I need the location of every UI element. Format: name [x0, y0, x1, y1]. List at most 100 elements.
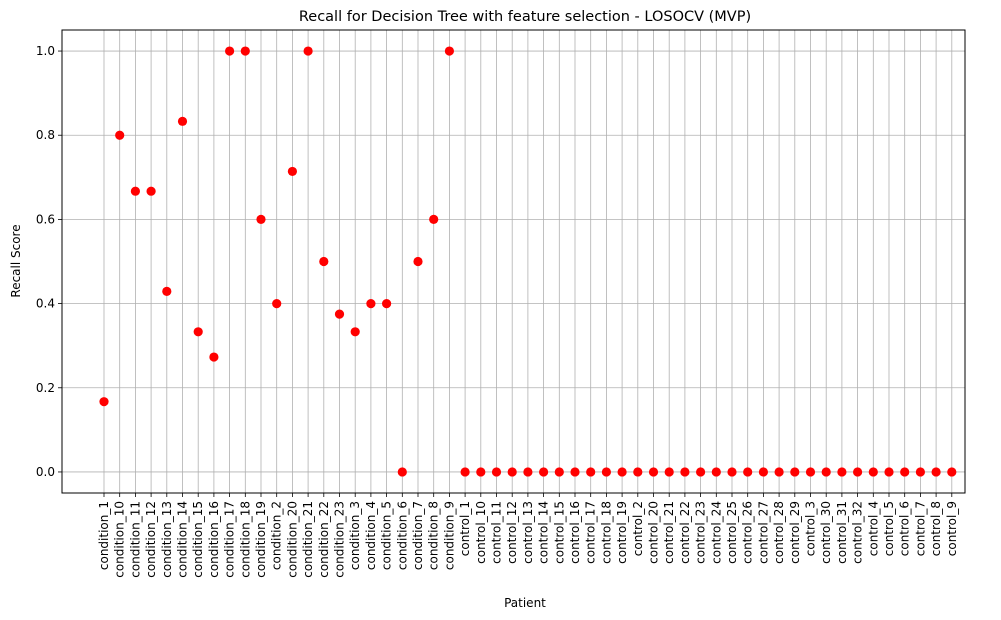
data-point-control_14 — [539, 467, 549, 477]
x-tick-label: condition_18 — [238, 501, 252, 578]
data-point-control_17 — [586, 467, 596, 477]
x-tick-label: control_11 — [490, 501, 504, 564]
x-tick-label: control_20 — [647, 501, 661, 564]
y-tick-label: 0.4 — [36, 297, 55, 311]
x-tick-label: control_16 — [568, 501, 582, 564]
x-tick-label: condition_10 — [113, 501, 127, 578]
data-point-control_29 — [790, 467, 800, 477]
x-tick-label: control_6 — [898, 501, 912, 556]
data-point-condition_4 — [366, 298, 376, 309]
y-tick-label: 0.6 — [36, 212, 55, 226]
data-point-condition_15 — [193, 327, 203, 337]
plot-frame — [61, 29, 966, 494]
x-tick-label: control_1 — [458, 501, 472, 556]
y-tick-label: 1.0 — [36, 44, 55, 58]
data-point-condition_1 — [99, 397, 109, 407]
x-tick-label: control_12 — [505, 501, 519, 564]
data-point-condition_18 — [240, 46, 250, 56]
data-point-control_31 — [837, 467, 847, 477]
data-point-condition_9 — [444, 46, 454, 56]
x-tick-label: control_4 — [866, 501, 880, 556]
data-point-control_13 — [523, 467, 533, 477]
x-tick-label: control_22 — [678, 501, 692, 564]
x-tick-label: control_28 — [772, 501, 786, 564]
x-tick-label: condition_12 — [144, 501, 158, 578]
x-tick-label: condition_14 — [176, 501, 190, 578]
data-point-control_1 — [460, 467, 470, 477]
x-tick-label: control_13 — [521, 501, 535, 564]
data-points — [99, 46, 957, 477]
data-point-condition_11 — [130, 186, 140, 196]
y-tick-label: 0.8 — [36, 128, 55, 142]
x-tick-label: condition_23 — [333, 501, 347, 578]
data-point-condition_8 — [429, 214, 439, 225]
data-point-control_9 — [947, 467, 957, 477]
data-point-control_19 — [617, 467, 627, 477]
data-point-control_26 — [743, 467, 753, 477]
data-point-condition_3 — [350, 327, 360, 337]
x-tick-label: control_10 — [474, 501, 488, 564]
x-tick-label: condition_20 — [285, 501, 299, 578]
x-tick-label: control_18 — [599, 501, 613, 564]
x-tick-label: control_17 — [584, 501, 598, 564]
x-tick-label: control_3 — [804, 501, 818, 556]
x-tick-label: control_30 — [819, 501, 833, 564]
x-tick-label: control_27 — [756, 501, 770, 564]
data-point-control_15 — [554, 467, 564, 477]
data-point-control_32 — [853, 467, 863, 477]
x-tick-label: condition_15 — [191, 501, 205, 578]
data-point-control_23 — [696, 467, 706, 477]
data-point-control_12 — [507, 467, 517, 477]
data-point-control_24 — [711, 467, 721, 477]
x-tick-label: control_29 — [788, 501, 802, 564]
data-point-control_10 — [476, 467, 486, 477]
x-tick-label: control_15 — [552, 501, 566, 564]
x-axis-ticks: condition_1 condition_10 condition_11 condi… — [97, 493, 959, 578]
x-tick-label: control_14 — [537, 501, 551, 564]
x-tick-label: condition_7 — [411, 501, 425, 570]
x-tick-label: condition_17 — [223, 501, 237, 578]
y-axis-title: Recall Score — [9, 224, 23, 297]
x-tick-label: condition_3 — [348, 501, 362, 570]
x-tick-label: control_7 — [913, 501, 927, 556]
data-point-condition_23 — [334, 309, 345, 319]
x-tick-label: condition_19 — [254, 501, 268, 578]
x-tick-label: control_23 — [694, 501, 708, 564]
data-point-condition_7 — [413, 256, 423, 267]
x-tick-label: control_32 — [851, 501, 865, 564]
x-tick-label: control_8 — [929, 501, 943, 556]
x-tick-label: condition_16 — [207, 501, 221, 578]
x-tick-label: condition_13 — [160, 501, 174, 578]
x-tick-label: condition_22 — [317, 501, 331, 578]
x-tick-label: condition_4 — [364, 501, 378, 570]
x-tick-label: control_19 — [615, 501, 629, 564]
data-point-condition_16 — [209, 352, 219, 362]
data-point-control_28 — [774, 467, 784, 477]
x-tick-label: control_21 — [662, 501, 676, 564]
data-point-control_27 — [758, 467, 769, 477]
x-tick-label: control_24 — [709, 501, 723, 564]
y-axis-ticks: 0.0 0.2 0.4 0.6 0.8 1.0 — [36, 44, 62, 479]
data-point-condition_5 — [382, 298, 392, 309]
data-point-condition_2 — [272, 298, 282, 309]
x-tick-label: condition_6 — [395, 501, 409, 570]
data-point-control_4 — [868, 467, 878, 477]
x-tick-label: control_25 — [725, 501, 739, 564]
x-tick-label: control_9 — [945, 501, 959, 556]
x-tick-label: control_5 — [882, 501, 896, 556]
data-point-condition_6 — [397, 467, 407, 477]
x-tick-label: control_2 — [631, 501, 645, 556]
data-point-control_30 — [821, 467, 831, 477]
data-point-condition_21 — [303, 46, 313, 56]
data-point-control_3 — [805, 467, 816, 477]
x-tick-label: control_26 — [741, 501, 755, 564]
x-tick-label: condition_8 — [427, 501, 441, 570]
data-point-control_2 — [633, 467, 643, 477]
y-tick-label: 0.2 — [36, 381, 55, 395]
data-point-condition_17 — [225, 46, 235, 56]
y-tick-label: 0.0 — [36, 465, 55, 479]
data-point-condition_20 — [287, 166, 297, 177]
x-tick-label: condition_1 — [97, 501, 111, 570]
grid-lines — [62, 30, 965, 493]
